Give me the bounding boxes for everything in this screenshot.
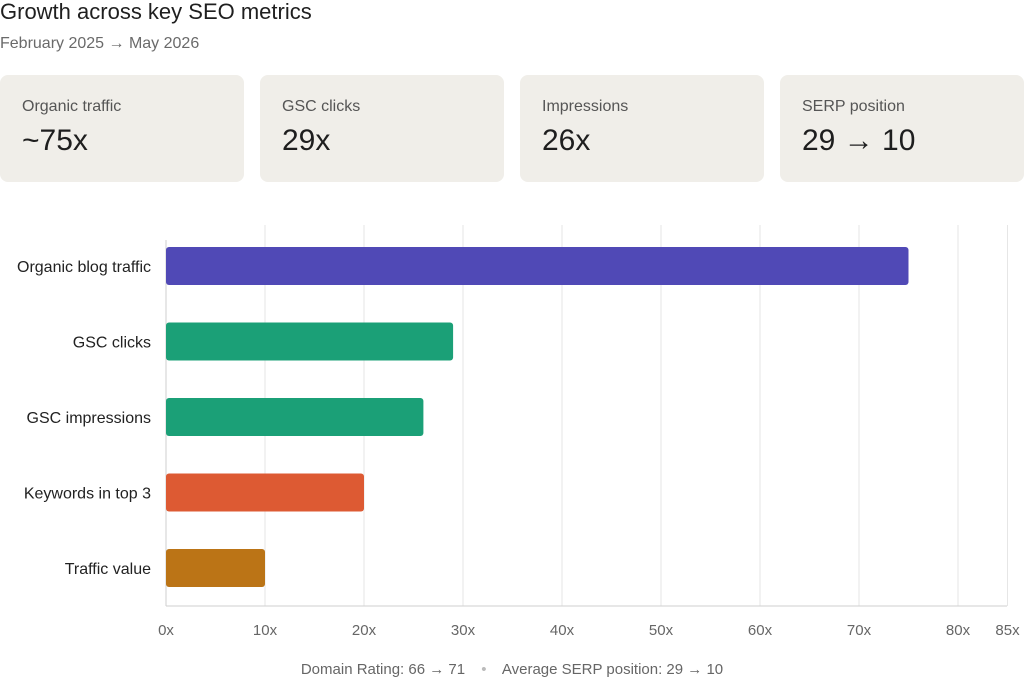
x-tick-label: 0x	[158, 622, 174, 639]
metric-card-value: 29x	[282, 124, 331, 157]
x-tick-label: 70x	[847, 622, 872, 639]
x-tick-label: 30x	[451, 622, 476, 639]
bar-chart: Organic blog traffic GSC clicks GSC impres…	[17, 225, 1020, 639]
chart-footer: Domain Rating: 66 → 71 • Average SERP po…	[0, 661, 1024, 678]
metric-card-serp-position: SERP position 29 → 10	[780, 75, 1024, 182]
metric-card-label: GSC clicks	[282, 98, 361, 115]
metric-card-label: SERP position	[802, 98, 905, 115]
bar-gsc-clicks	[166, 322, 454, 361]
footer-separator: •	[481, 661, 487, 678]
category-label: Keywords in top 3	[24, 486, 151, 503]
x-tick-label: 60x	[748, 622, 773, 639]
metric-card-value: 26x	[542, 124, 591, 157]
x-tick-label: 85x	[995, 622, 1020, 639]
bar-keywords-in-top-3	[166, 473, 364, 512]
category-label: Traffic value	[65, 561, 151, 578]
x-tick-label: 80x	[946, 622, 971, 639]
category-label: GSC clicks	[73, 335, 151, 352]
chart-title: Growth across key SEO metrics	[0, 0, 312, 24]
metric-card-label: Impressions	[542, 98, 629, 115]
x-tick-label: 50x	[649, 622, 674, 639]
x-tick-label: 10x	[253, 622, 278, 639]
category-label: GSC impressions	[27, 410, 151, 427]
metric-card-organic-traffic: Organic traffic ~75x	[0, 75, 244, 182]
footer-average-serp-position: Average SERP position: 29 → 10	[501, 661, 724, 678]
x-tick-label: 20x	[352, 622, 377, 639]
metric-card-gsc-clicks: GSC clicks 29x	[260, 75, 504, 182]
bar-traffic-value	[166, 549, 265, 587]
bar-gsc-impressions	[166, 398, 424, 436]
bar-organic-blog-traffic	[166, 247, 909, 285]
metric-card-value: ~75x	[22, 124, 88, 157]
metric-card-value: 29 → 10	[802, 124, 916, 157]
footer-domain-rating: Domain Rating: 66 → 71	[300, 661, 466, 678]
metric-card-impressions: Impressions 26x	[520, 75, 764, 182]
metric-cards: Organic traffic ~75x GSC clicks 29x Impr…	[0, 75, 1024, 182]
chart-subtitle: February 2025 → May 2026	[0, 35, 200, 52]
x-tick-label: 40x	[550, 622, 575, 639]
category-label: Organic blog traffic	[17, 259, 151, 276]
metric-card-label: Organic traffic	[22, 98, 122, 115]
